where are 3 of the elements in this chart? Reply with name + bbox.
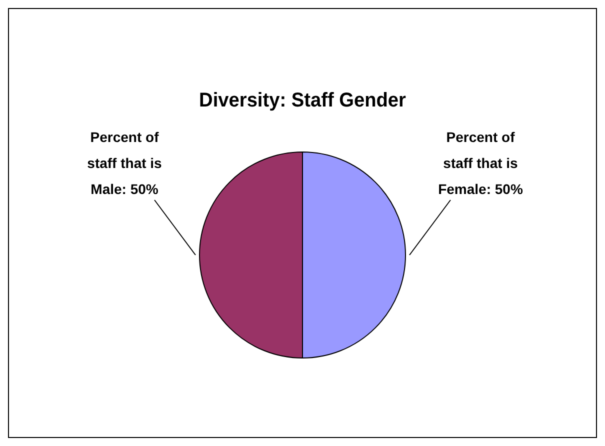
slice-label: Percent of staff that is Male: 50% bbox=[87, 129, 162, 197]
chart-title: Diversity: Staff Gender bbox=[199, 89, 406, 112]
slice-label: Percent of staff that is Female: 50% bbox=[438, 129, 524, 197]
